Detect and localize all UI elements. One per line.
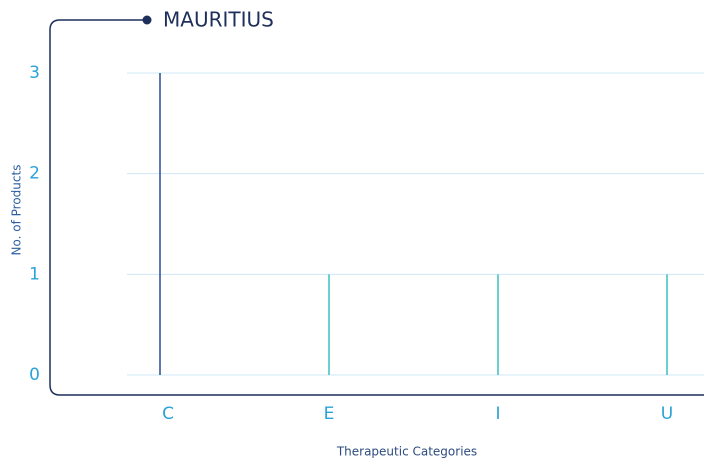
bar [328,274,330,375]
chart-title: MAURITIUS [163,8,274,32]
y-tick-label: 2 [29,164,40,184]
x-tick-label: E [324,404,335,424]
y-tick-label: 0 [29,365,40,385]
y-axis-label: No. of Products [10,165,24,256]
y-tick-label: 1 [29,264,40,284]
x-tick-label: C [162,404,174,424]
x-tick-label: U [661,404,673,424]
bar [497,274,499,375]
title-dot [142,15,152,25]
bar [666,274,668,375]
frame [49,19,704,396]
y-tick-label: 3 [29,63,40,83]
x-tick-label: I [495,404,500,424]
bar [159,73,161,375]
x-axis-label: Therapeutic Categories [336,445,477,459]
